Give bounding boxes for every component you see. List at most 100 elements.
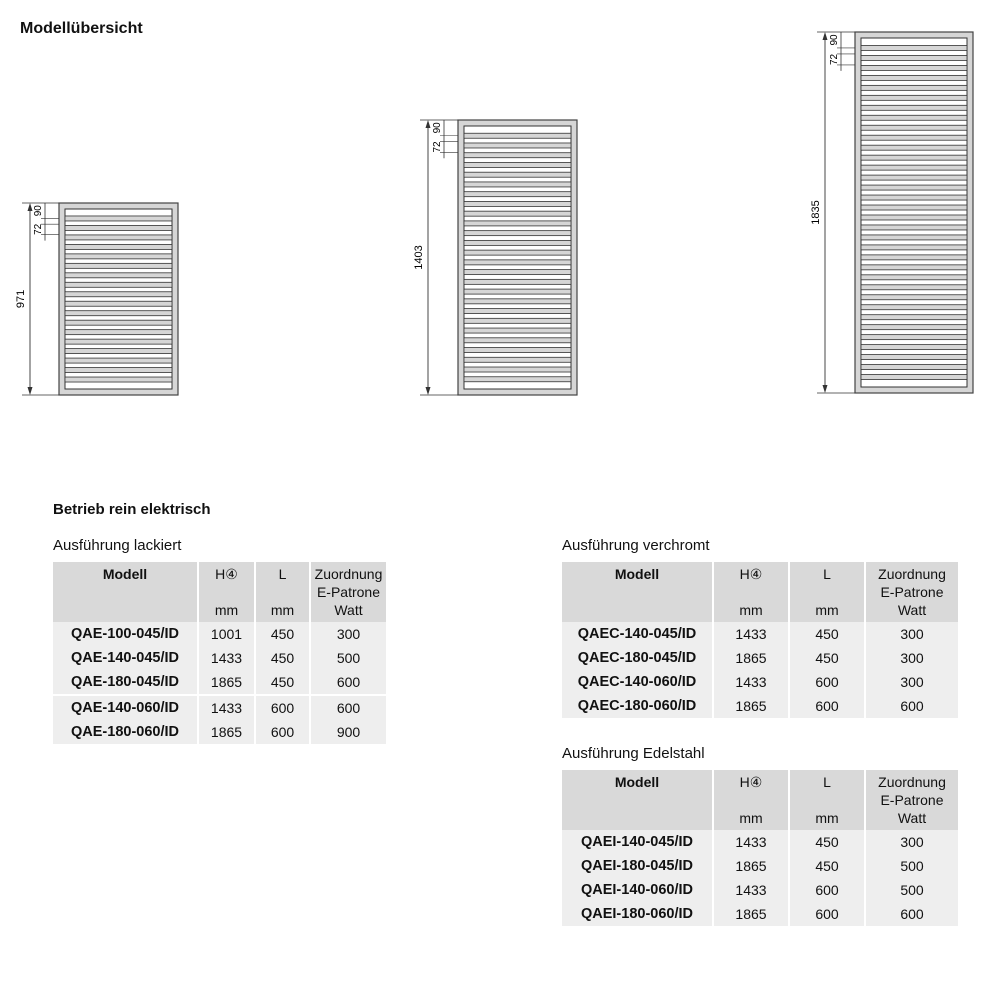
table-row: QAE-180-045/ID 1865 450 600 xyxy=(53,670,386,694)
radiator-bar xyxy=(64,291,173,298)
cell: 600 xyxy=(311,670,386,694)
radiator-bar xyxy=(64,281,173,288)
radiator-bar xyxy=(860,194,968,201)
table-row: QAEI-140-060/ID 1433 600 500 xyxy=(562,878,958,902)
radiator-bar xyxy=(860,134,968,141)
table-row: QAEC-140-045/ID 1433 450 300 xyxy=(562,622,958,646)
header-l-label: L xyxy=(823,774,831,790)
unit: mm xyxy=(739,810,763,826)
table-row: QAEC-180-060/ID 1865 600 600 xyxy=(562,694,958,718)
radiator-bar xyxy=(860,314,968,321)
radiator-bar xyxy=(463,298,572,305)
header-zuordnung: Zuordnung E-Patrone Watt xyxy=(311,562,386,622)
header-z2: E-Patrone xyxy=(316,584,381,600)
radiator-bar xyxy=(64,215,173,222)
radiator-bar xyxy=(64,262,173,269)
header-z2: E-Patrone xyxy=(880,584,944,600)
cell: 500 xyxy=(866,854,958,878)
header-h-label: H④ xyxy=(739,566,763,582)
radiator-bar xyxy=(860,374,968,380)
radiator-bar xyxy=(64,338,173,345)
pitch-label: 72 xyxy=(432,141,443,153)
radiator-bar xyxy=(463,162,572,168)
cell: 900 xyxy=(311,720,386,744)
cell: 600 xyxy=(256,694,311,720)
radiator-bar xyxy=(860,184,968,191)
cell: 450 xyxy=(790,646,866,670)
cell: 500 xyxy=(311,646,386,670)
header-h: H④ mm xyxy=(714,770,790,830)
unit: mm xyxy=(815,810,839,826)
header-z1: Zuordnung xyxy=(878,774,946,790)
cell: QAEC-140-060/ID xyxy=(562,670,714,694)
cell: 600 xyxy=(256,720,311,744)
radiator-bar xyxy=(860,65,968,71)
header-zuordnung: Zuordnung E-Patrone Watt xyxy=(866,562,958,622)
table-row: QAE-180-060/ID 1865 600 900 xyxy=(53,720,386,744)
cell: 600 xyxy=(790,878,866,902)
radiator-bar xyxy=(64,243,173,250)
cell: 1433 xyxy=(714,878,790,902)
radiator-bar xyxy=(463,327,572,334)
radiator-bar xyxy=(463,288,572,295)
top-spacing-label: 90 xyxy=(33,205,44,217)
cell: 1433 xyxy=(714,670,790,694)
radiator-bar xyxy=(860,334,968,341)
header-z3: Watt xyxy=(897,602,927,618)
header-zuordnung: Zuordnung E-Patrone Watt xyxy=(866,770,958,830)
table-row: QAE-140-045/ID 1433 450 500 xyxy=(53,646,386,670)
radiator-bar xyxy=(860,124,968,131)
cell: 1865 xyxy=(714,854,790,878)
cell: QAEI-140-045/ID xyxy=(562,830,714,854)
radiator-bar xyxy=(64,253,173,260)
radiator-bar xyxy=(463,337,572,344)
cell: 300 xyxy=(866,646,958,670)
table-caption: Ausführung lackiert xyxy=(53,537,182,554)
cell: 500 xyxy=(866,878,958,902)
radiator-bar xyxy=(463,259,572,266)
cell: QAE-140-060/ID xyxy=(53,694,199,720)
radiator-bar xyxy=(463,249,572,256)
cell: 450 xyxy=(790,854,866,878)
cell: 450 xyxy=(256,646,311,670)
cell: 1433 xyxy=(714,622,790,646)
radiator-bar xyxy=(860,294,968,301)
cell: 450 xyxy=(256,622,311,646)
cell: 450 xyxy=(256,670,311,694)
radiator-bar xyxy=(860,144,968,151)
unit: mm xyxy=(815,602,839,618)
cell: QAEI-180-060/ID xyxy=(562,902,714,926)
cell: 600 xyxy=(311,694,386,720)
cell: 300 xyxy=(866,670,958,694)
radiator-bar xyxy=(860,94,968,101)
radiator-bar xyxy=(860,214,968,221)
cell: QAE-180-060/ID xyxy=(53,720,199,744)
radiator-bar xyxy=(860,164,968,171)
radiator-bar xyxy=(463,347,572,353)
header-z2: E-Patrone xyxy=(880,792,944,808)
header-z3: Watt xyxy=(334,602,363,618)
cell: 600 xyxy=(790,902,866,926)
radiator-bar xyxy=(64,319,173,326)
radiator-bar xyxy=(64,348,173,355)
radiator-bar xyxy=(463,201,572,207)
top-spacing-label: 90 xyxy=(829,34,840,46)
header-z1: Zuordnung xyxy=(878,566,946,582)
height-label: 1403 xyxy=(413,245,425,269)
radiator-bar xyxy=(463,366,572,373)
table-row: QAEI-180-045/ID 1865 450 500 xyxy=(562,854,958,878)
radiator-bar xyxy=(860,254,968,261)
cell: 1865 xyxy=(199,720,256,744)
unit: mm xyxy=(739,602,763,618)
unit: mm xyxy=(214,602,239,618)
unit: mm xyxy=(270,602,295,618)
radiator-bar xyxy=(463,308,572,314)
table-row: QAEI-180-060/ID 1865 600 600 xyxy=(562,902,958,926)
table-row: QAEI-140-045/ID 1433 450 300 xyxy=(562,830,958,854)
radiator-bar xyxy=(860,55,968,61)
cell: 1001 xyxy=(199,622,256,646)
